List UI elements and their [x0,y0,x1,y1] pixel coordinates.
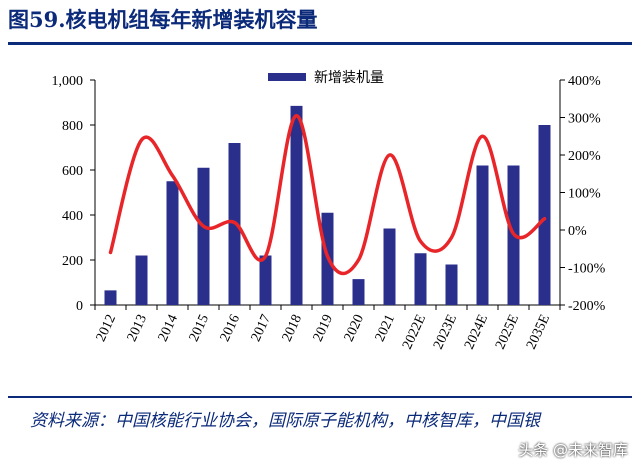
x-tick-label: 2014 [156,312,181,344]
legend-label: 新增装机量 [314,70,384,86]
bar [445,264,458,305]
x-tick-label: 2022E [400,312,429,351]
bar [538,125,551,305]
x-tick-label: 2016 [218,312,243,344]
x-tick-label: 2013 [125,312,150,344]
x-tick-label: 2025E [493,312,522,351]
legend: 新增装机量 [268,70,384,86]
source-note: 资料来源：中国核能行业协会，国际原子能机构，中核智库，中国银 [30,411,540,431]
y-right-tick-label: -100% [568,262,606,277]
y-right-tick-label: -200% [568,299,606,314]
y-left-tick-label: 1,000 [52,74,84,89]
y-right-tick-label: 200% [568,149,601,164]
title-rule [8,42,632,45]
bar [476,165,489,305]
watermark: 头条 @未来智库 [518,441,628,459]
x-tick-label: 2020 [342,312,367,344]
x-tick-label: 2012 [94,312,119,344]
bar [352,279,365,305]
source-rule [8,396,632,398]
y-left-tick-label: 800 [62,119,83,134]
chart-title: 图59.核电机组每年新增装机容量 [8,7,318,32]
bar [290,105,303,305]
y-right-tick-label: 400% [568,74,601,89]
bar [135,255,148,305]
chart: 0 200 400 600 800 1,000 -200% -100% 0% 100% 200% 30… [52,70,606,352]
y-left-tick-label: 600 [62,164,83,179]
bar [104,290,117,305]
y-left-tick-label: 0 [76,299,83,314]
y-left-tick-label: 400 [62,209,83,224]
x-tick-label: 2015 [187,312,212,344]
x-tick-label: 2023E [431,312,460,351]
line-series [108,113,547,276]
bar [383,228,396,305]
x-tick-label: 2019 [311,312,336,344]
bar [166,181,179,305]
bar [197,167,210,305]
y-left-tick-label: 200 [62,254,83,269]
growth-line [108,113,547,276]
legend-swatch [268,73,306,81]
y-right-tick-label: 0% [568,224,587,239]
y-right-tick-label: 100% [568,187,601,202]
bar [414,253,427,305]
x-tick-label: 2021 [373,312,398,344]
x-tick-label: 2017 [249,312,274,344]
y-right-tick-label: 300% [568,112,601,127]
x-tick-label: 2018 [280,312,305,344]
x-tick-label: 2035E [524,312,553,351]
x-tick-label: 2024E [462,312,491,351]
bar [259,255,272,305]
